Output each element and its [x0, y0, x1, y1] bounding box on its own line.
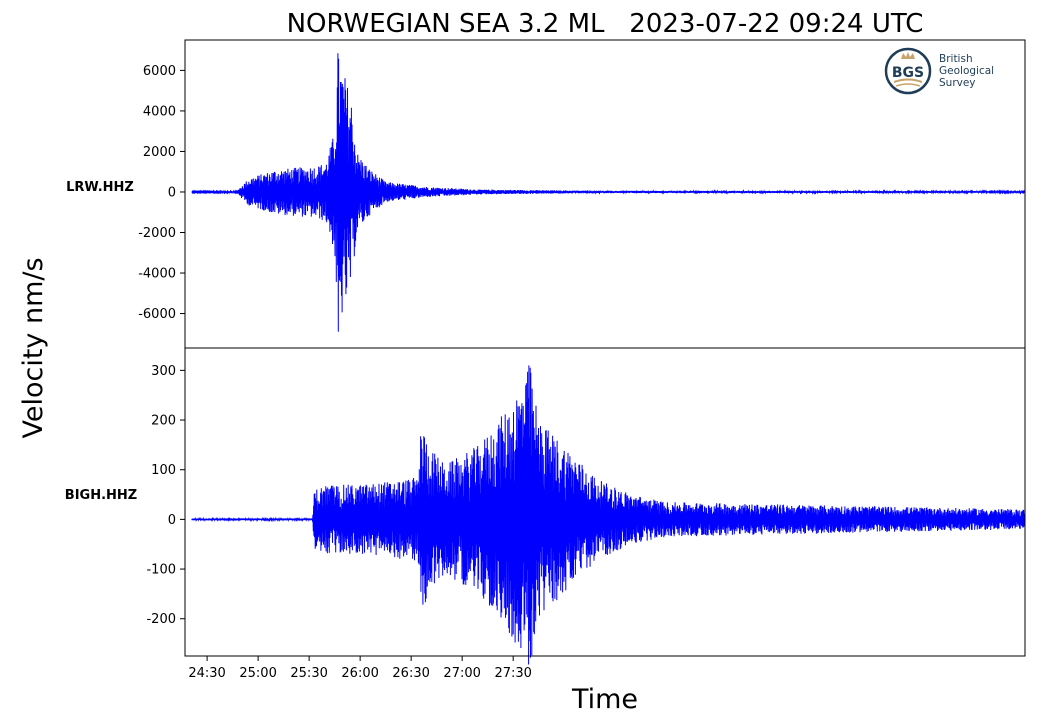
chart-title: NORWEGIAN SEA 3.2 ML 2023-07-22 09:24 UT…: [287, 9, 924, 39]
y-tick-label: 100: [151, 463, 176, 478]
trace-lrw: [191, 53, 1026, 332]
logo-crown-icon: [901, 52, 915, 59]
x-axis-title: Time: [571, 684, 638, 715]
x-tick-label: 24:30: [188, 666, 225, 681]
y-tick-label: 4000: [143, 104, 176, 119]
logo-wave-icon: [893, 78, 923, 83]
y-tick-label: -2000: [138, 226, 176, 241]
bgs-logo: BGS British Geological Survey: [884, 47, 994, 95]
trace-bigh: [191, 365, 1026, 665]
x-tick-label: 27:00: [443, 666, 480, 681]
y-tick-label: 6000: [143, 64, 176, 79]
y-tick-label: 2000: [143, 145, 176, 160]
y-tick-label: -200: [146, 612, 176, 627]
y-tick-label: -100: [146, 563, 176, 578]
x-tick-label: 26:30: [392, 666, 429, 681]
y-axis-bigh: 300 200 100 0 -100 -200: [146, 364, 185, 627]
panel-bigh: BIGH.HHZ 300 200 100 0 -100 -200: [65, 364, 1026, 665]
y-tick-label: 300: [151, 364, 176, 379]
panel-lrw: LRW.HHZ 6000 4000 2000 0 -2000 -4000 -6000: [66, 53, 1026, 332]
x-tick-label: 26:00: [341, 666, 378, 681]
y-tick-label: -4000: [138, 267, 176, 282]
x-axis: 24:30 25:00 25:30 26:00 26:30 27:00 27:30: [188, 656, 532, 681]
y-tick-label: 0: [168, 185, 176, 200]
logo-line1: British: [939, 53, 973, 65]
logo-line2: Geological: [939, 65, 994, 77]
logo-wave-icon-2: [895, 83, 921, 87]
y-axis-title: Velocity nm/s: [18, 257, 49, 438]
y-axis-lrw: 6000 4000 2000 0 -2000 -4000 -6000: [138, 64, 185, 322]
logo-line3: Survey: [939, 77, 976, 89]
x-tick-label: 27:30: [494, 666, 531, 681]
x-tick-label: 25:00: [239, 666, 276, 681]
logo-abbr: BGS: [892, 65, 924, 81]
y-tick-label: 200: [151, 414, 176, 429]
station-label-bigh: BIGH.HHZ: [65, 488, 137, 503]
x-tick-label: 25:30: [290, 666, 327, 681]
y-tick-label: -6000: [138, 307, 176, 322]
y-tick-label: 0: [168, 513, 176, 528]
station-label-lrw: LRW.HHZ: [66, 180, 134, 195]
panel-frame-bigh: [184, 347, 1026, 657]
